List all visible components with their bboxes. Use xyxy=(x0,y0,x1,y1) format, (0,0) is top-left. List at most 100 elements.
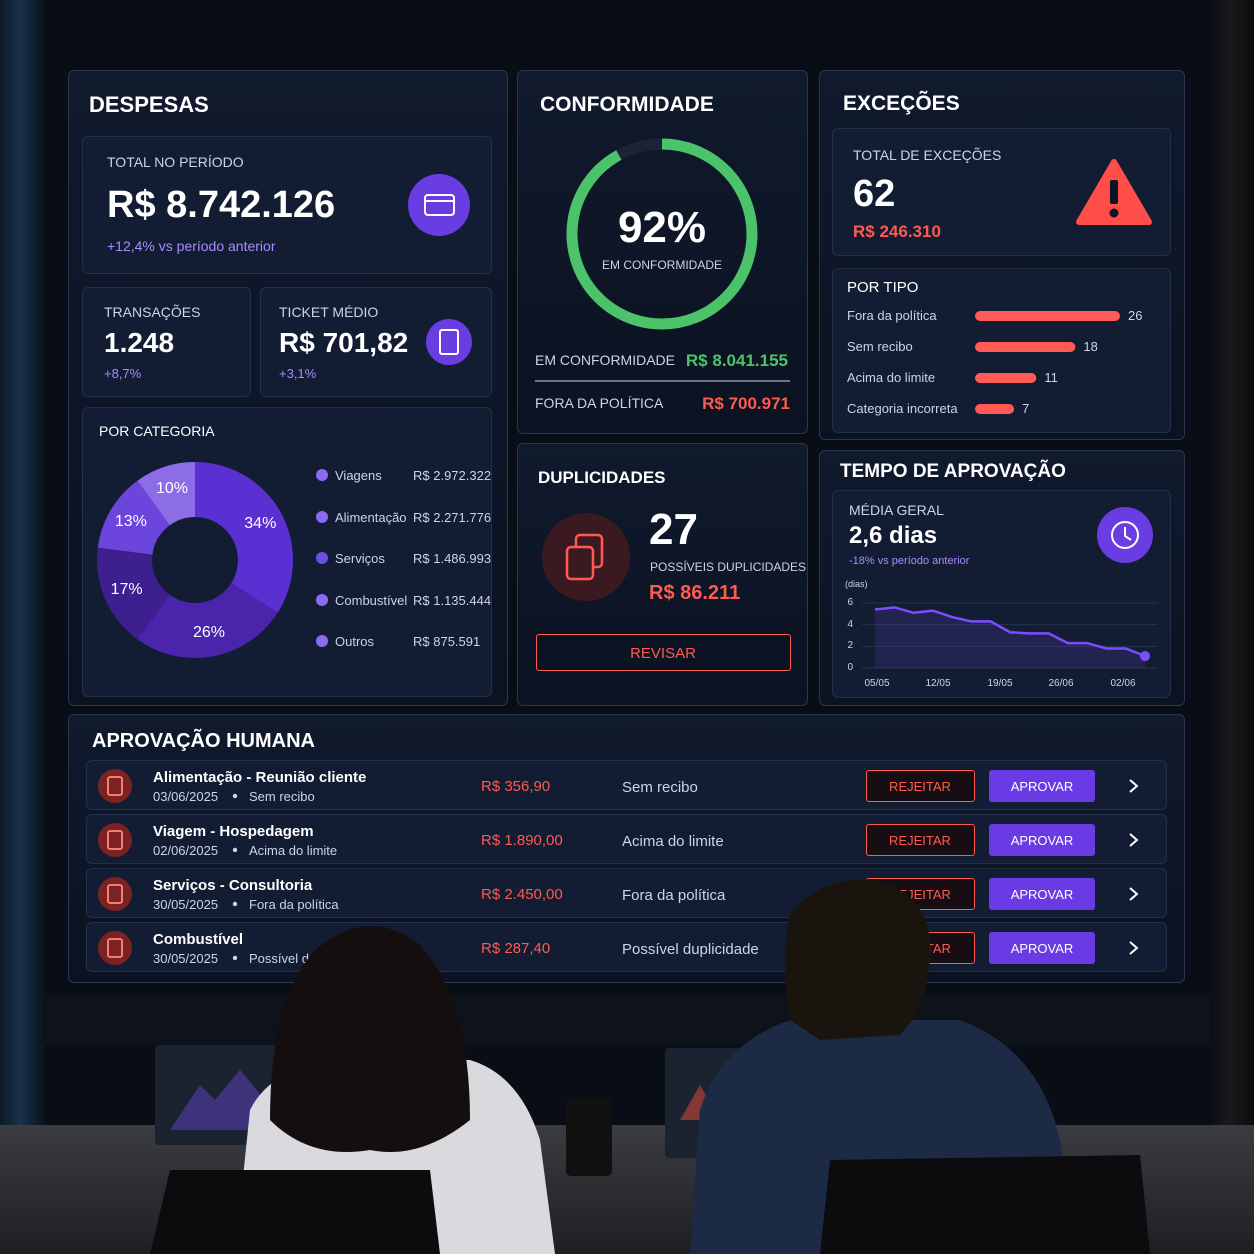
approval-row xyxy=(86,814,1167,864)
button-reject[interactable] xyxy=(866,824,975,856)
legend-dot xyxy=(316,552,328,564)
row-reason: Fora da política xyxy=(249,897,339,912)
row-date: 03/06/2025 xyxy=(153,789,219,804)
x-tick-label: 19/05 xyxy=(987,678,1013,689)
section-title: POR CATEGORIA xyxy=(99,423,215,439)
legend-dot xyxy=(316,511,328,523)
y-tick-label: 6 xyxy=(847,597,853,609)
bar-value: 18 xyxy=(1083,339,1098,354)
kpi-value: R$ 8.742.126 xyxy=(107,184,336,226)
chevron[interactable] xyxy=(1129,941,1139,955)
bar-value: 26 xyxy=(1128,308,1143,323)
kpi-label: TOTAL DE EXCEÇÕES xyxy=(853,147,1002,163)
person-woman-hair xyxy=(270,926,470,1152)
button-label[interactable]: APROVAR xyxy=(1010,833,1074,848)
chevron[interactable] xyxy=(1129,887,1139,901)
icon-doc-bg xyxy=(98,931,132,965)
legend-amount: R$ 1.486.993 xyxy=(413,551,492,566)
row-label: EM CONFORMIDADE xyxy=(535,352,675,368)
button-reject[interactable] xyxy=(866,770,975,802)
kpi-value: R$ 701,82 xyxy=(279,327,409,358)
panel-title: DUPLICIDADES xyxy=(538,468,666,487)
button-approve[interactable] xyxy=(989,878,1095,910)
row-tag: Acima do limite xyxy=(622,833,724,850)
row-title: Alimentação - Reunião cliente xyxy=(153,769,367,786)
chevron[interactable] xyxy=(1129,779,1139,793)
button-label[interactable]: REJEITAR xyxy=(889,779,951,794)
row-value: R$ 8.041.155 xyxy=(685,351,788,370)
kpi-label: TICKET MÉDIO xyxy=(279,304,379,320)
line-point xyxy=(1140,651,1150,662)
button-approve[interactable] xyxy=(989,770,1095,802)
panel-title: APROVAÇÃO HUMANA xyxy=(92,730,315,752)
kpi-amount: R$ 246.310 xyxy=(853,222,941,241)
card-transacoes xyxy=(82,287,251,397)
row-reason: Acima do limite xyxy=(249,843,338,858)
donut-segment xyxy=(97,480,170,555)
donut-label: 26% xyxy=(192,624,225,642)
row-reason: Sem recibo xyxy=(249,789,315,804)
button-label[interactable]: APROVAR xyxy=(1010,779,1074,794)
donut-segment xyxy=(137,462,195,526)
legend-name: Viagens xyxy=(335,468,382,483)
person-man-head xyxy=(785,879,931,1040)
y-tick-label: 0 xyxy=(847,662,853,673)
icon-doc xyxy=(107,830,123,850)
type-name: Fora da política xyxy=(847,308,937,323)
kpi-change: +8,7% xyxy=(104,366,142,381)
panel-conformidade xyxy=(517,70,808,434)
row-amount: R$ 287,40 xyxy=(481,940,551,957)
row-date: 02/06/2025 xyxy=(153,843,219,858)
button-label[interactable]: APROVAR xyxy=(1010,941,1074,956)
icon-card xyxy=(424,194,455,216)
x-tick-label: 02/06 xyxy=(1110,678,1136,689)
button-label[interactable]: REJEITAR xyxy=(889,833,951,848)
row-amount: R$ 1.890,00 xyxy=(481,832,563,849)
button-label[interactable]: APROVAR xyxy=(1010,887,1074,902)
bar-value: 7 xyxy=(1022,401,1030,416)
separator-dot xyxy=(232,955,238,961)
kpi-value: 1.248 xyxy=(104,327,175,358)
separator-dot xyxy=(232,847,238,853)
legend-dot xyxy=(316,594,328,606)
icon-dup-front xyxy=(565,545,595,581)
panel-title: DESPESAS xyxy=(89,92,209,117)
bar xyxy=(975,373,1037,383)
button-approve[interactable] xyxy=(989,824,1095,856)
kpi-label: MÉDIA GERAL xyxy=(849,502,944,518)
button-label[interactable]: REVISAR xyxy=(630,645,696,662)
donut-segment xyxy=(195,462,293,613)
bar xyxy=(975,404,1015,414)
gauge-value: 92% xyxy=(617,203,707,252)
legend-name: Outros xyxy=(335,634,375,649)
gauge-caption: EM CONFORMIDADE xyxy=(602,258,722,272)
chair xyxy=(820,1155,1150,1254)
icon-doc-bg xyxy=(98,877,132,911)
type-name: Acima do limite xyxy=(847,370,936,385)
button-revisar[interactable] xyxy=(536,634,791,671)
legend-amount: R$ 1.135.444 xyxy=(413,593,492,608)
row-title: Viagem - Hospedagem xyxy=(153,823,314,840)
row-date: 30/05/2025 xyxy=(153,951,219,966)
axis-label: (dias) xyxy=(845,579,868,589)
row-title: Serviços - Consultoria xyxy=(153,877,313,894)
donut-label: 10% xyxy=(155,480,188,498)
donut-segment xyxy=(137,583,278,658)
chevron[interactable] xyxy=(1129,833,1139,847)
row-date: 30/05/2025 xyxy=(153,897,219,912)
kpi-label: TRANSAÇÕES xyxy=(104,304,201,320)
donut-label: 17% xyxy=(110,580,143,598)
card-tempo xyxy=(832,490,1171,698)
legend-dot xyxy=(316,635,328,647)
panel-title: CONFORMIDADE xyxy=(540,93,714,116)
kpi-value: 62 xyxy=(853,173,896,215)
donut-label: 13% xyxy=(114,513,147,531)
line-series xyxy=(874,606,1146,658)
x-tick-label: 12/05 xyxy=(925,678,951,689)
kpi-value: 2,6 dias xyxy=(849,522,938,549)
button-approve[interactable] xyxy=(989,932,1095,964)
legend-amount: R$ 2.972.322 xyxy=(413,468,492,483)
